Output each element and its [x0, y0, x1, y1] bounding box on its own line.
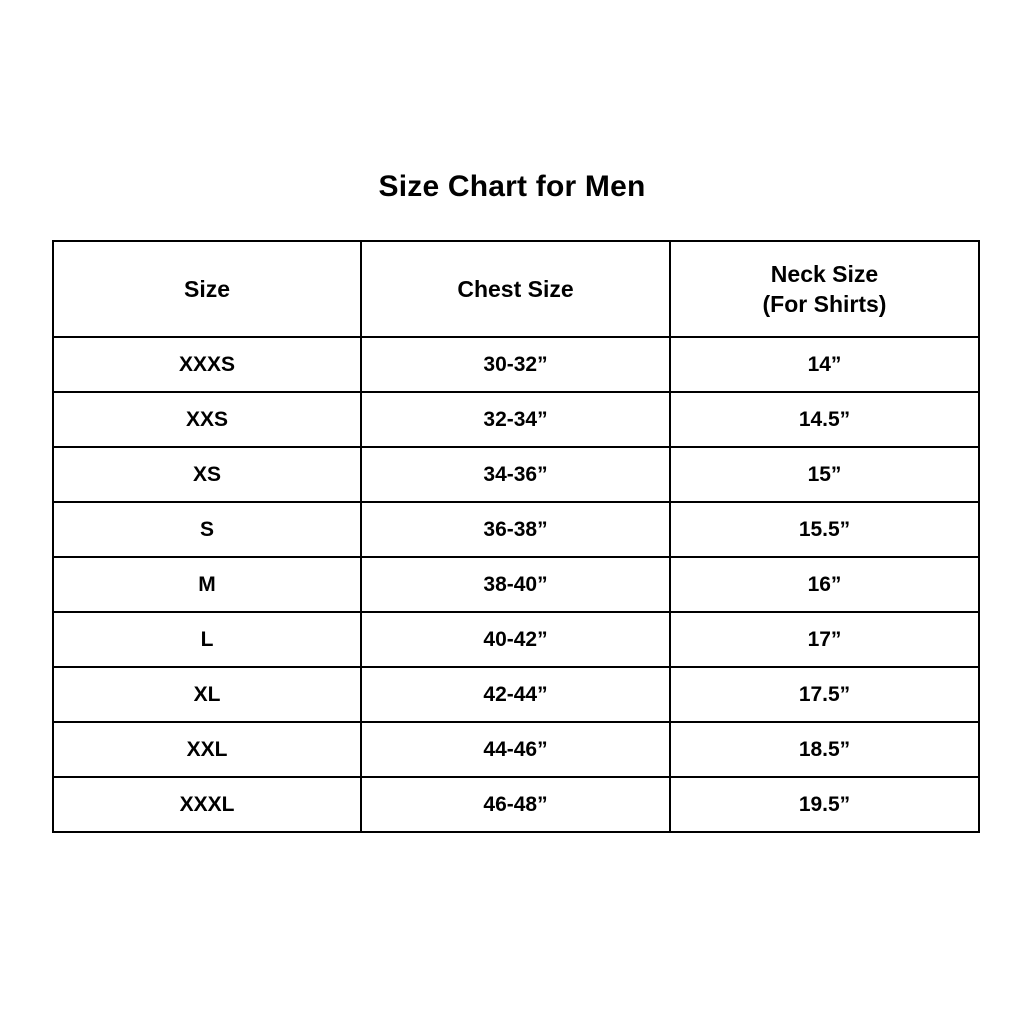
cell-chest: 46-48”	[360, 776, 671, 833]
table-row: XXS 32-34” 14.5”	[52, 391, 980, 448]
page-title: Size Chart for Men	[378, 170, 646, 203]
column-header-chest-size: Chest Size	[360, 240, 671, 338]
column-header-neck-size-sublabel: (For Shirts)	[762, 291, 887, 317]
cell-size: XXXL	[52, 776, 362, 833]
cell-neck: 16”	[669, 556, 980, 613]
table-row: M 38-40” 16”	[52, 556, 980, 613]
cell-size: XL	[52, 666, 362, 723]
table-row: XS 34-36” 15”	[52, 446, 980, 503]
table-header-row: Size Chest Size Neck Size (For Shirts)	[52, 240, 980, 338]
column-header-size-label: Size	[183, 276, 231, 302]
cell-size: L	[52, 611, 362, 668]
table-row: XXXS 30-32” 14”	[52, 336, 980, 393]
table-row: L 40-42” 17”	[52, 611, 980, 668]
cell-size: M	[52, 556, 362, 613]
column-header-neck-size: Neck Size (For Shirts)	[669, 240, 980, 338]
cell-chest: 36-38”	[360, 501, 671, 558]
cell-neck: 15”	[669, 446, 980, 503]
cell-chest: 30-32”	[360, 336, 671, 393]
table-row: XXL 44-46” 18.5”	[52, 721, 980, 778]
cell-neck: 18.5”	[669, 721, 980, 778]
column-header-neck-size-label: Neck Size	[770, 261, 879, 287]
cell-size: XXS	[52, 391, 362, 448]
cell-size: XS	[52, 446, 362, 503]
cell-chest: 44-46”	[360, 721, 671, 778]
table-row: XXXL 46-48” 19.5”	[52, 776, 980, 833]
cell-neck: 19.5”	[669, 776, 980, 833]
table-body: XXXS 30-32” 14” XXS 32-34” 14.5” XS 34-3…	[52, 336, 980, 833]
table-header: Size Chest Size Neck Size (For Shirts)	[52, 240, 980, 338]
cell-chest: 32-34”	[360, 391, 671, 448]
table-row: XL 42-44” 17.5”	[52, 666, 980, 723]
cell-neck: 17”	[669, 611, 980, 668]
cell-neck: 15.5”	[669, 501, 980, 558]
cell-size: XXL	[52, 721, 362, 778]
cell-size: XXXS	[52, 336, 362, 393]
size-chart-table: Size Chest Size Neck Size (For Shirts) X…	[52, 240, 980, 833]
cell-neck: 14.5”	[669, 391, 980, 448]
cell-chest: 34-36”	[360, 446, 671, 503]
column-header-chest-size-label: Chest Size	[457, 276, 574, 302]
table-row: S 36-38” 15.5”	[52, 501, 980, 558]
cell-chest: 42-44”	[360, 666, 671, 723]
cell-neck: 17.5”	[669, 666, 980, 723]
cell-chest: 38-40”	[360, 556, 671, 613]
cell-size: S	[52, 501, 362, 558]
cell-chest: 40-42”	[360, 611, 671, 668]
cell-neck: 14”	[669, 336, 980, 393]
column-header-size: Size	[52, 240, 362, 338]
